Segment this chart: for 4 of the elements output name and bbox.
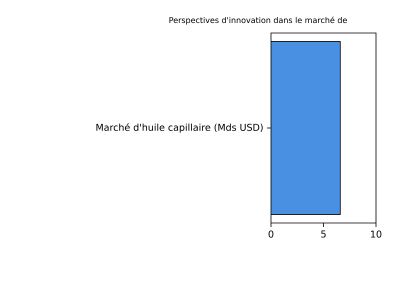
- y-tick-label: Marché d'huile capillaire (Mds USD): [96, 123, 263, 133]
- x-tick-label: 0: [268, 230, 274, 238]
- x-tick-label: 10: [371, 230, 382, 238]
- x-tick-label: 5: [321, 230, 326, 238]
